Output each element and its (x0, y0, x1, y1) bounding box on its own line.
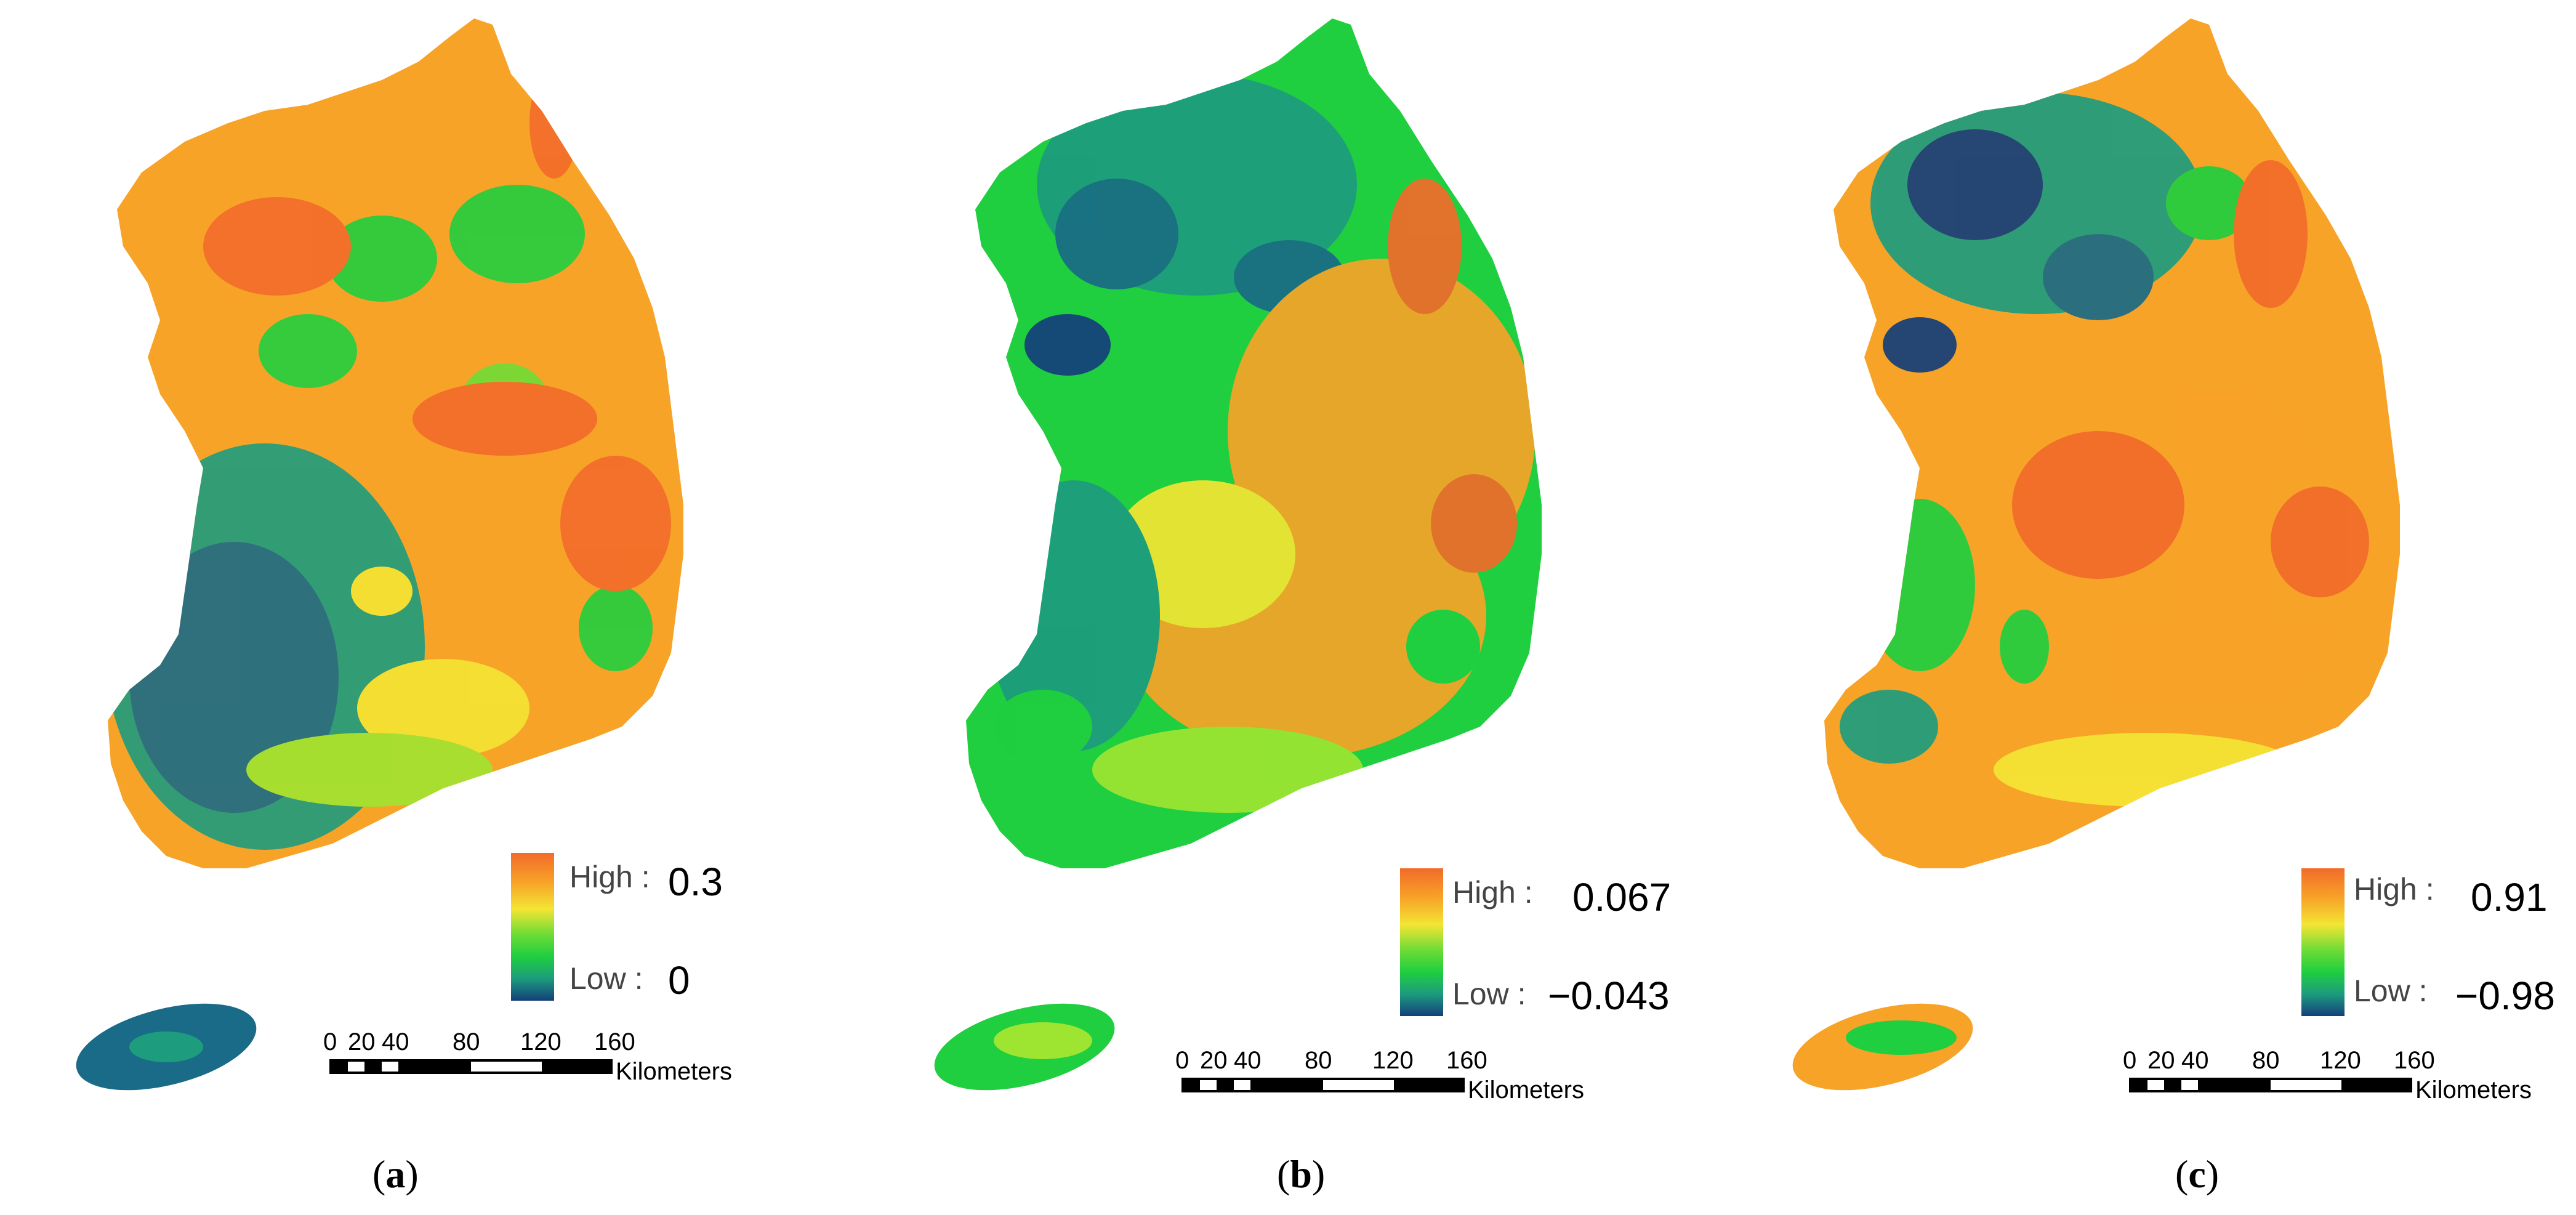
scale-tick-0: 0 (1175, 1047, 1189, 1074)
scale-bar-b: 0 20 40 80 120 160 Kilometers (1175, 1047, 1612, 1104)
legend-high-label-a: High : (570, 860, 650, 894)
map-a (67, 18, 683, 1107)
legend-low-label-b: Low : (1452, 977, 1526, 1011)
panel-caption-a: (a) (372, 1152, 419, 1196)
scale-tick-20: 20 (2147, 1047, 2175, 1074)
legend-low-label-c: Low : (2354, 974, 2428, 1008)
scale-tick-160: 160 (594, 1028, 635, 1056)
scale-tick-120: 120 (1372, 1047, 1414, 1074)
map-b (925, 18, 1542, 1107)
scale-tick-120: 120 (520, 1028, 561, 1056)
scale-unit: Kilometers (1468, 1076, 1584, 1104)
scale-tick-40: 40 (1234, 1047, 1262, 1074)
legend-high-label-b: High : (1452, 875, 1533, 910)
legend-color-ramp-a (511, 853, 554, 1001)
legend-high-label-c: High : (2354, 872, 2434, 906)
scale-tick-160: 160 (2394, 1047, 2435, 1074)
scale-bar-a: 0 20 40 80 120 160 Kilometers (323, 1028, 760, 1085)
scale-bar-c: 0 20 40 80 120 160 Kilometers (2123, 1047, 2560, 1104)
scale-tick-0: 0 (2123, 1047, 2137, 1074)
panel-caption-b: (b) (1277, 1152, 1326, 1196)
legend-low-label-a: Low : (570, 961, 643, 996)
map-panel-a: High : 0.3 Low : 0 0 20 40 80 120 160 Ki… (0, 0, 858, 1215)
legend-color-ramp-b (1400, 868, 1443, 1016)
scale-tick-80: 80 (453, 1028, 480, 1056)
scale-unit: Kilometers (616, 1058, 732, 1085)
scale-tick-80: 80 (2252, 1047, 2280, 1074)
map-panel-c: High : 0.91 Low : −0.98 0 20 40 80 120 1… (1717, 0, 2575, 1215)
scale-tick-160: 160 (1446, 1047, 1487, 1074)
scale-tick-0: 0 (323, 1028, 337, 1056)
scale-tick-120: 120 (2320, 1047, 2361, 1074)
legend-low-value-c: −0.98 (2455, 974, 2555, 1018)
legend-high-value-a: 0.3 (668, 860, 723, 904)
map-c (1784, 18, 2400, 1107)
map-panel-b: High : 0.067 Low : −0.043 0 20 40 80 120… (858, 0, 1717, 1215)
legend-high-value-b: 0.067 (1572, 875, 1672, 919)
scale-tick-40: 40 (2181, 1047, 2209, 1074)
legend-high-value-c: 0.91 (2471, 875, 2548, 919)
scale-tick-20: 20 (1200, 1047, 1228, 1074)
scale-tick-20: 20 (348, 1028, 376, 1056)
scale-tick-80: 80 (1305, 1047, 1332, 1074)
legend-color-ramp-c (2301, 868, 2345, 1016)
scale-unit: Kilometers (2415, 1076, 2532, 1104)
panel-caption-c: (c) (2175, 1152, 2220, 1196)
scale-tick-40: 40 (382, 1028, 409, 1056)
legend-low-value-a: 0 (668, 958, 690, 1003)
legend-low-value-b: −0.043 (1548, 974, 1670, 1018)
